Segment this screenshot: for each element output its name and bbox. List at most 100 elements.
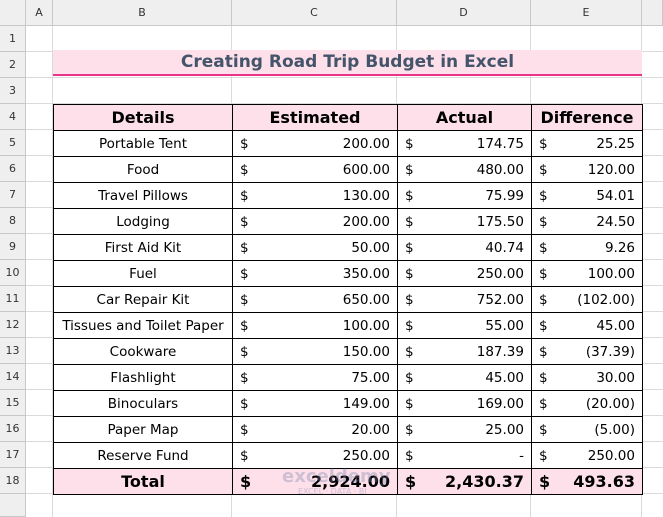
- row-header: [0, 494, 26, 517]
- amount: 20.00: [351, 421, 390, 438]
- amount: 25.25: [596, 135, 635, 152]
- table-header: Details: [53, 104, 233, 131]
- amount-cell: $100.00: [232, 312, 398, 339]
- row-header[interactable]: 14: [0, 364, 26, 390]
- amount: 149.00: [342, 395, 390, 412]
- amount-cell: $30.00: [531, 364, 643, 391]
- currency-symbol: $: [405, 447, 414, 464]
- row-header[interactable]: 9: [0, 234, 26, 260]
- details-cell: Portable Tent: [53, 130, 233, 157]
- title-bar: Creating Road Trip Budget in Excel: [53, 50, 642, 76]
- column-header[interactable]: B: [53, 0, 232, 26]
- currency-symbol: $: [405, 265, 414, 282]
- row-header[interactable]: 8: [0, 208, 26, 234]
- amount-cell: $480.00: [397, 156, 532, 183]
- amount-cell: $ (37.39): [531, 338, 643, 365]
- currency-symbol: $: [539, 213, 548, 230]
- amount: 250.00: [342, 447, 390, 464]
- currency-symbol: $: [539, 447, 548, 464]
- amount-cell: $149.00: [232, 390, 398, 417]
- details-cell: Car Repair Kit: [53, 286, 233, 313]
- currency-symbol: $: [539, 291, 548, 308]
- grid-line: [52, 26, 53, 517]
- column-header[interactable]: E: [531, 0, 642, 26]
- amount: 150.00: [342, 343, 390, 360]
- row-header[interactable]: 5: [0, 130, 26, 156]
- amount: 130.00: [342, 187, 390, 204]
- amount: 30.00: [596, 369, 635, 386]
- grid-line: [26, 103, 663, 104]
- amount-cell: $ (20.00): [531, 390, 643, 417]
- currency-symbol: $: [539, 421, 548, 438]
- amount-cell: $24.50: [531, 208, 643, 235]
- amount-cell: $75.00: [232, 364, 398, 391]
- amount: 75.00: [351, 369, 390, 386]
- row-header[interactable]: 6: [0, 156, 26, 182]
- amount: 752.00: [476, 291, 524, 308]
- table-header: Estimated: [232, 104, 398, 131]
- row-header[interactable]: 12: [0, 312, 26, 338]
- amount-cell: $200.00: [232, 208, 398, 235]
- amount: 480.00: [476, 161, 524, 178]
- row-header[interactable]: 15: [0, 390, 26, 416]
- currency-symbol: $: [240, 161, 249, 178]
- amount: (37.39): [585, 343, 635, 360]
- details-cell: Reserve Fund: [53, 442, 233, 469]
- amount: 200.00: [342, 213, 390, 230]
- amount: 250.00: [587, 447, 635, 464]
- amount-cell: $174.75: [397, 130, 532, 157]
- row-header[interactable]: 11: [0, 286, 26, 312]
- row-header[interactable]: 4: [0, 104, 26, 130]
- currency-symbol: $: [539, 135, 548, 152]
- row-header[interactable]: 17: [0, 442, 26, 468]
- currency-symbol: $: [539, 472, 551, 491]
- row-header[interactable]: 1: [0, 26, 26, 52]
- details-cell: First Aid Kit: [53, 234, 233, 261]
- currency-symbol: $: [240, 213, 249, 230]
- amount: 120.00: [587, 161, 635, 178]
- watermark: exceldemy: [282, 465, 391, 487]
- amount-cell: $169.00: [397, 390, 532, 417]
- column-header[interactable]: C: [232, 0, 397, 26]
- row-header[interactable]: 10: [0, 260, 26, 286]
- select-all[interactable]: [0, 0, 26, 26]
- row-header[interactable]: 18: [0, 468, 26, 494]
- currency-symbol: $: [405, 239, 414, 256]
- amount-cell: $2,924.00: [232, 468, 398, 495]
- amount-cell: $250.00: [232, 442, 398, 469]
- row-header[interactable]: 3: [0, 78, 26, 104]
- row-header[interactable]: 16: [0, 416, 26, 442]
- amount: 169.00: [476, 395, 524, 412]
- row-header[interactable]: 13: [0, 338, 26, 364]
- row-header[interactable]: 7: [0, 182, 26, 208]
- currency-symbol: $: [405, 291, 414, 308]
- amount: 600.00: [342, 161, 390, 178]
- amount: 100.00: [342, 317, 390, 334]
- amount: 493.63: [573, 472, 635, 491]
- currency-symbol: $: [240, 291, 249, 308]
- currency-symbol: $: [539, 161, 548, 178]
- details-cell: Paper Map: [53, 416, 233, 443]
- amount: 650.00: [342, 291, 390, 308]
- currency-symbol: $: [405, 161, 414, 178]
- amount-cell: $2,430.37: [397, 468, 532, 495]
- column-header[interactable]: D: [397, 0, 531, 26]
- amount: 54.01: [596, 187, 635, 204]
- amount-cell: $25.00: [397, 416, 532, 443]
- amount-cell: $20.00: [232, 416, 398, 443]
- column-header[interactable]: A: [26, 0, 53, 26]
- amount: 75.99: [485, 187, 524, 204]
- currency-symbol: $: [539, 187, 548, 204]
- amount-cell: $150.00: [232, 338, 398, 365]
- amount-cell: $50.00: [232, 234, 398, 261]
- details-cell: Flashlight: [53, 364, 233, 391]
- currency-symbol: $: [240, 317, 249, 334]
- amount: 250.00: [476, 265, 524, 282]
- row-header[interactable]: 2: [0, 52, 26, 78]
- currency-symbol: $: [240, 369, 249, 386]
- amount: 100.00: [587, 265, 635, 282]
- amount-cell: $250.00: [531, 442, 643, 469]
- amount-cell: $45.00: [397, 364, 532, 391]
- details-cell: Tissues and Toilet Paper: [53, 312, 233, 339]
